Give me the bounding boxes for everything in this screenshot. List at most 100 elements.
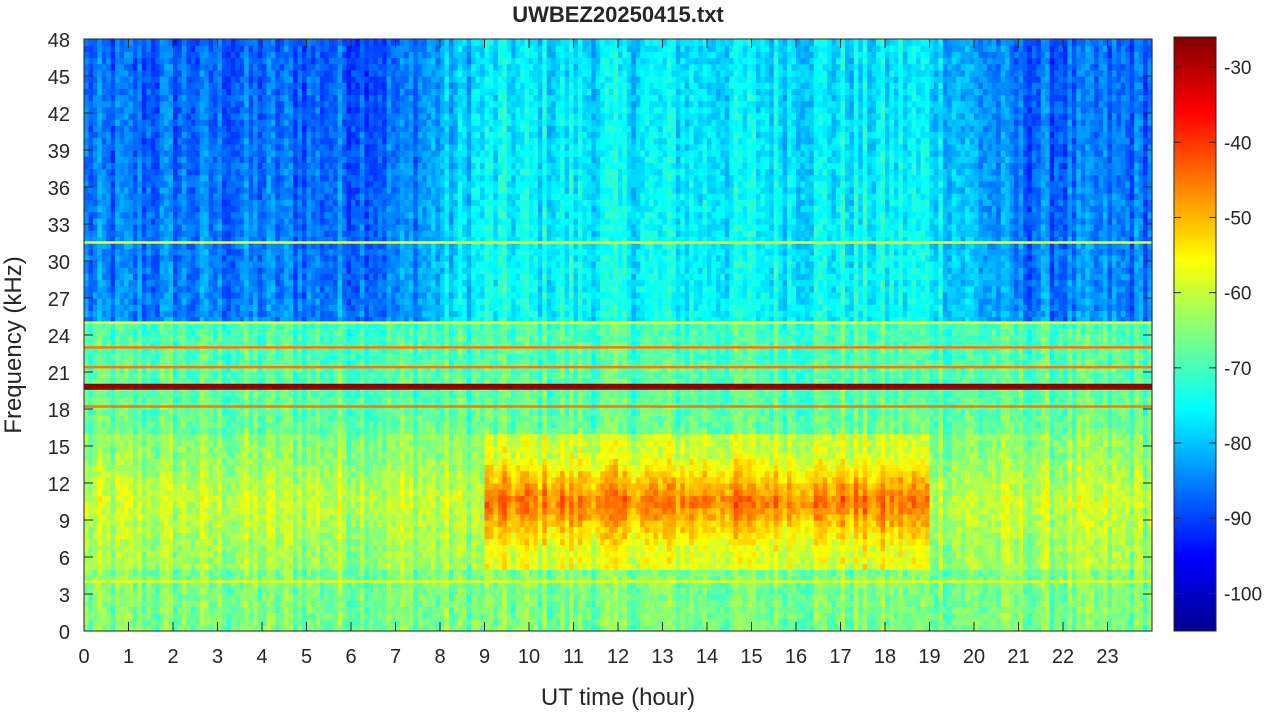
heatmap-cell [84,125,89,132]
heatmap-cell [137,465,142,472]
heatmap-cell [102,107,107,114]
heatmap-cell [133,606,138,613]
heatmap-cell [84,619,89,626]
heatmap-cell [102,526,107,533]
heatmap-cell [120,594,125,601]
heatmap-cell [93,600,98,607]
heatmap-cell [124,169,129,176]
heatmap-cell [124,409,129,416]
heatmap-cell [97,360,102,367]
heatmap-cell [93,101,98,108]
heatmap-cell [93,335,98,342]
heatmap-cell [102,113,107,120]
heatmap-cell [93,563,98,570]
heatmap-cell [97,588,102,595]
heatmap-cell [102,532,107,539]
heatmap-cell [102,70,107,77]
heatmap-cell [120,286,125,293]
heatmap-cell [106,452,111,459]
heatmap-cell [106,539,111,546]
heatmap-cell [102,409,107,416]
heatmap-cell [111,471,116,478]
heatmap-cell [124,193,129,200]
heatmap-cell [129,212,134,219]
heatmap-cell [129,181,134,188]
heatmap-cell [93,526,98,533]
heatmap-cell [84,212,89,219]
heatmap-cell [111,175,116,182]
heatmap-cell [102,446,107,453]
heatmap-cell [137,335,142,342]
heatmap-cell [133,551,138,558]
heatmap-cell [93,613,98,620]
heatmap-cell [88,563,93,570]
heatmap-cell [124,199,129,206]
heatmap-cell [93,113,98,120]
heatmap-cell [84,224,89,231]
heatmap-cell [115,421,120,428]
heatmap-cell [133,187,138,194]
heatmap-cell [93,477,98,484]
heatmap-cell [97,113,102,120]
heatmap-cell [124,397,129,404]
heatmap-cell [93,415,98,422]
heatmap-cell [106,502,111,509]
heatmap-cell [111,391,116,398]
heatmap-cell [115,292,120,299]
heatmap-cell [97,329,102,336]
heatmap-cell [120,372,125,379]
heatmap-cell [124,557,129,564]
heatmap-cell [97,224,102,231]
heatmap-cell [124,144,129,151]
heatmap-cell [124,51,129,58]
heatmap-cell [97,526,102,533]
heatmap-cell [84,532,89,539]
heatmap-cell [106,224,111,231]
heatmap-cell [106,218,111,225]
heatmap-cell [88,545,93,552]
heatmap-cell [93,594,98,601]
heatmap-cell [93,64,98,71]
heatmap-cell [111,563,116,570]
heatmap-cell [102,292,107,299]
heatmap-cell [120,354,125,361]
heatmap-cell [88,508,93,515]
heatmap-cell [120,508,125,515]
heatmap-cell [88,88,93,95]
heatmap-cell [102,465,107,472]
heatmap-cell [88,156,93,163]
heatmap-cell [102,132,107,139]
heatmap-cell [124,267,129,274]
heatmap-cell [97,428,102,435]
heatmap-cell [106,292,111,299]
heatmap-cell [111,132,116,139]
heatmap-cell [111,588,116,595]
heatmap-cell [120,520,125,527]
heatmap-cell [120,169,125,176]
heatmap-cell [120,51,125,58]
heatmap-cell [106,310,111,317]
heatmap-cell [106,181,111,188]
heatmap-cell [133,206,138,213]
heatmap-cell [137,613,142,620]
heatmap-cell [129,88,134,95]
heatmap-cell [137,391,142,398]
heatmap-cell [115,107,120,114]
heatmap-cell [137,458,142,465]
heatmap-cell [120,58,125,65]
heatmap-cell [137,428,142,435]
heatmap-cell [102,267,107,274]
heatmap-cell [115,286,120,293]
heatmap-cell [93,298,98,305]
heatmap-cell [124,162,129,169]
heatmap-cell [120,230,125,237]
heatmap-cell [106,255,111,262]
heatmap-cell [129,458,134,465]
heatmap-cell [120,391,125,398]
heatmap-cell [93,551,98,558]
heatmap-cell [102,471,107,478]
heatmap-cell [111,600,116,607]
heatmap-cell [133,175,138,182]
heatmap-cell [97,563,102,570]
heatmap-cell [106,606,111,613]
